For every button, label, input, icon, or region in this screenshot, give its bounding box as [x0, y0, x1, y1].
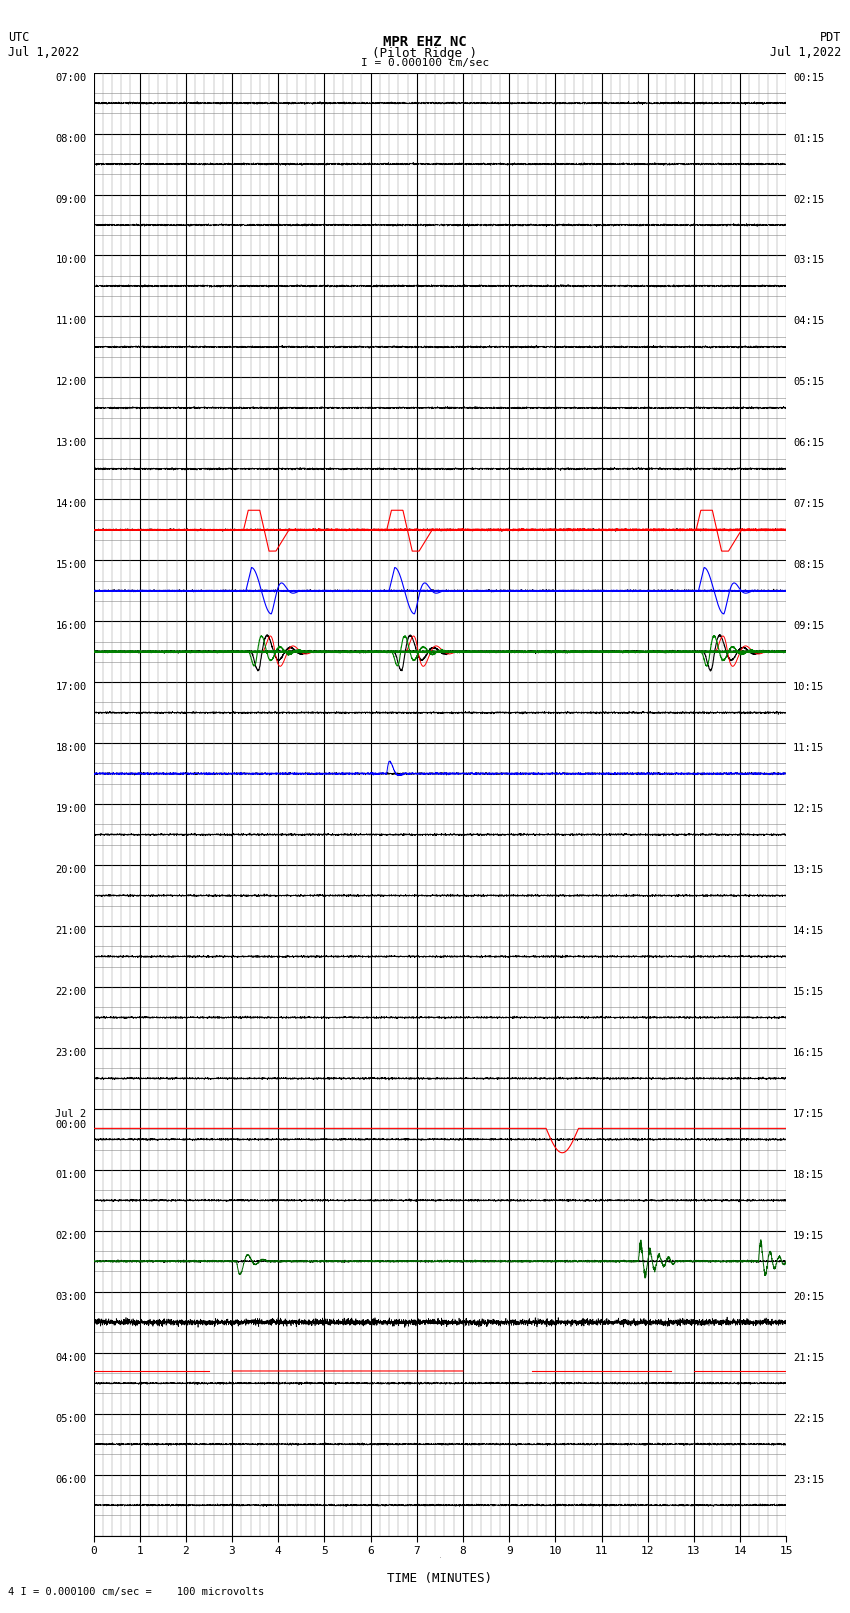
- Text: PDT
Jul 1,2022: PDT Jul 1,2022: [770, 31, 842, 58]
- Text: 09:00: 09:00: [55, 195, 87, 205]
- Text: 20:15: 20:15: [793, 1292, 824, 1302]
- Text: 23:15: 23:15: [793, 1474, 824, 1484]
- Text: 17:15: 17:15: [793, 1108, 824, 1119]
- Text: 23:00: 23:00: [55, 1048, 87, 1058]
- Text: 10:15: 10:15: [793, 682, 824, 692]
- Text: 13:15: 13:15: [793, 865, 824, 874]
- Text: 04:00: 04:00: [55, 1353, 87, 1363]
- Text: (Pilot Ridge ): (Pilot Ridge ): [372, 47, 478, 60]
- Text: 14:00: 14:00: [55, 500, 87, 510]
- Text: 08:00: 08:00: [55, 134, 87, 144]
- Text: Jul 2
00:00: Jul 2 00:00: [55, 1108, 87, 1131]
- Text: 07:00: 07:00: [55, 73, 87, 82]
- Text: 05:15: 05:15: [793, 377, 824, 387]
- Text: 07:15: 07:15: [793, 500, 824, 510]
- Text: 06:00: 06:00: [55, 1474, 87, 1484]
- Text: TIME (MINUTES): TIME (MINUTES): [388, 1573, 492, 1586]
- Text: 13:00: 13:00: [55, 439, 87, 448]
- Text: 11:00: 11:00: [55, 316, 87, 326]
- Text: UTC
Jul 1,2022: UTC Jul 1,2022: [8, 31, 80, 58]
- Text: 03:15: 03:15: [793, 255, 824, 266]
- Text: 21:15: 21:15: [793, 1353, 824, 1363]
- Text: 04:15: 04:15: [793, 316, 824, 326]
- Text: 06:15: 06:15: [793, 439, 824, 448]
- Text: 02:00: 02:00: [55, 1231, 87, 1240]
- Text: 01:00: 01:00: [55, 1169, 87, 1179]
- Text: MPR EHZ NC: MPR EHZ NC: [383, 35, 467, 50]
- Text: 00:15: 00:15: [793, 73, 824, 82]
- Text: 18:15: 18:15: [793, 1169, 824, 1179]
- Text: 18:00: 18:00: [55, 744, 87, 753]
- Text: 03:00: 03:00: [55, 1292, 87, 1302]
- Text: 15:00: 15:00: [55, 560, 87, 571]
- Text: 05:00: 05:00: [55, 1413, 87, 1424]
- Text: 15:15: 15:15: [793, 987, 824, 997]
- Text: 02:15: 02:15: [793, 195, 824, 205]
- Text: 01:15: 01:15: [793, 134, 824, 144]
- Text: 12:00: 12:00: [55, 377, 87, 387]
- Text: 22:00: 22:00: [55, 987, 87, 997]
- Text: 17:00: 17:00: [55, 682, 87, 692]
- Text: 22:15: 22:15: [793, 1413, 824, 1424]
- Text: 16:15: 16:15: [793, 1048, 824, 1058]
- Text: 20:00: 20:00: [55, 865, 87, 874]
- Text: 16:00: 16:00: [55, 621, 87, 631]
- Text: 12:15: 12:15: [793, 805, 824, 815]
- Text: 21:00: 21:00: [55, 926, 87, 936]
- Text: 19:15: 19:15: [793, 1231, 824, 1240]
- Text: 11:15: 11:15: [793, 744, 824, 753]
- Text: 09:15: 09:15: [793, 621, 824, 631]
- Text: 14:15: 14:15: [793, 926, 824, 936]
- Text: 10:00: 10:00: [55, 255, 87, 266]
- Text: I = 0.000100 cm/sec: I = 0.000100 cm/sec: [361, 58, 489, 68]
- Text: 08:15: 08:15: [793, 560, 824, 571]
- Text: 19:00: 19:00: [55, 805, 87, 815]
- Text: 4 I = 0.000100 cm/sec =    100 microvolts: 4 I = 0.000100 cm/sec = 100 microvolts: [8, 1587, 264, 1597]
